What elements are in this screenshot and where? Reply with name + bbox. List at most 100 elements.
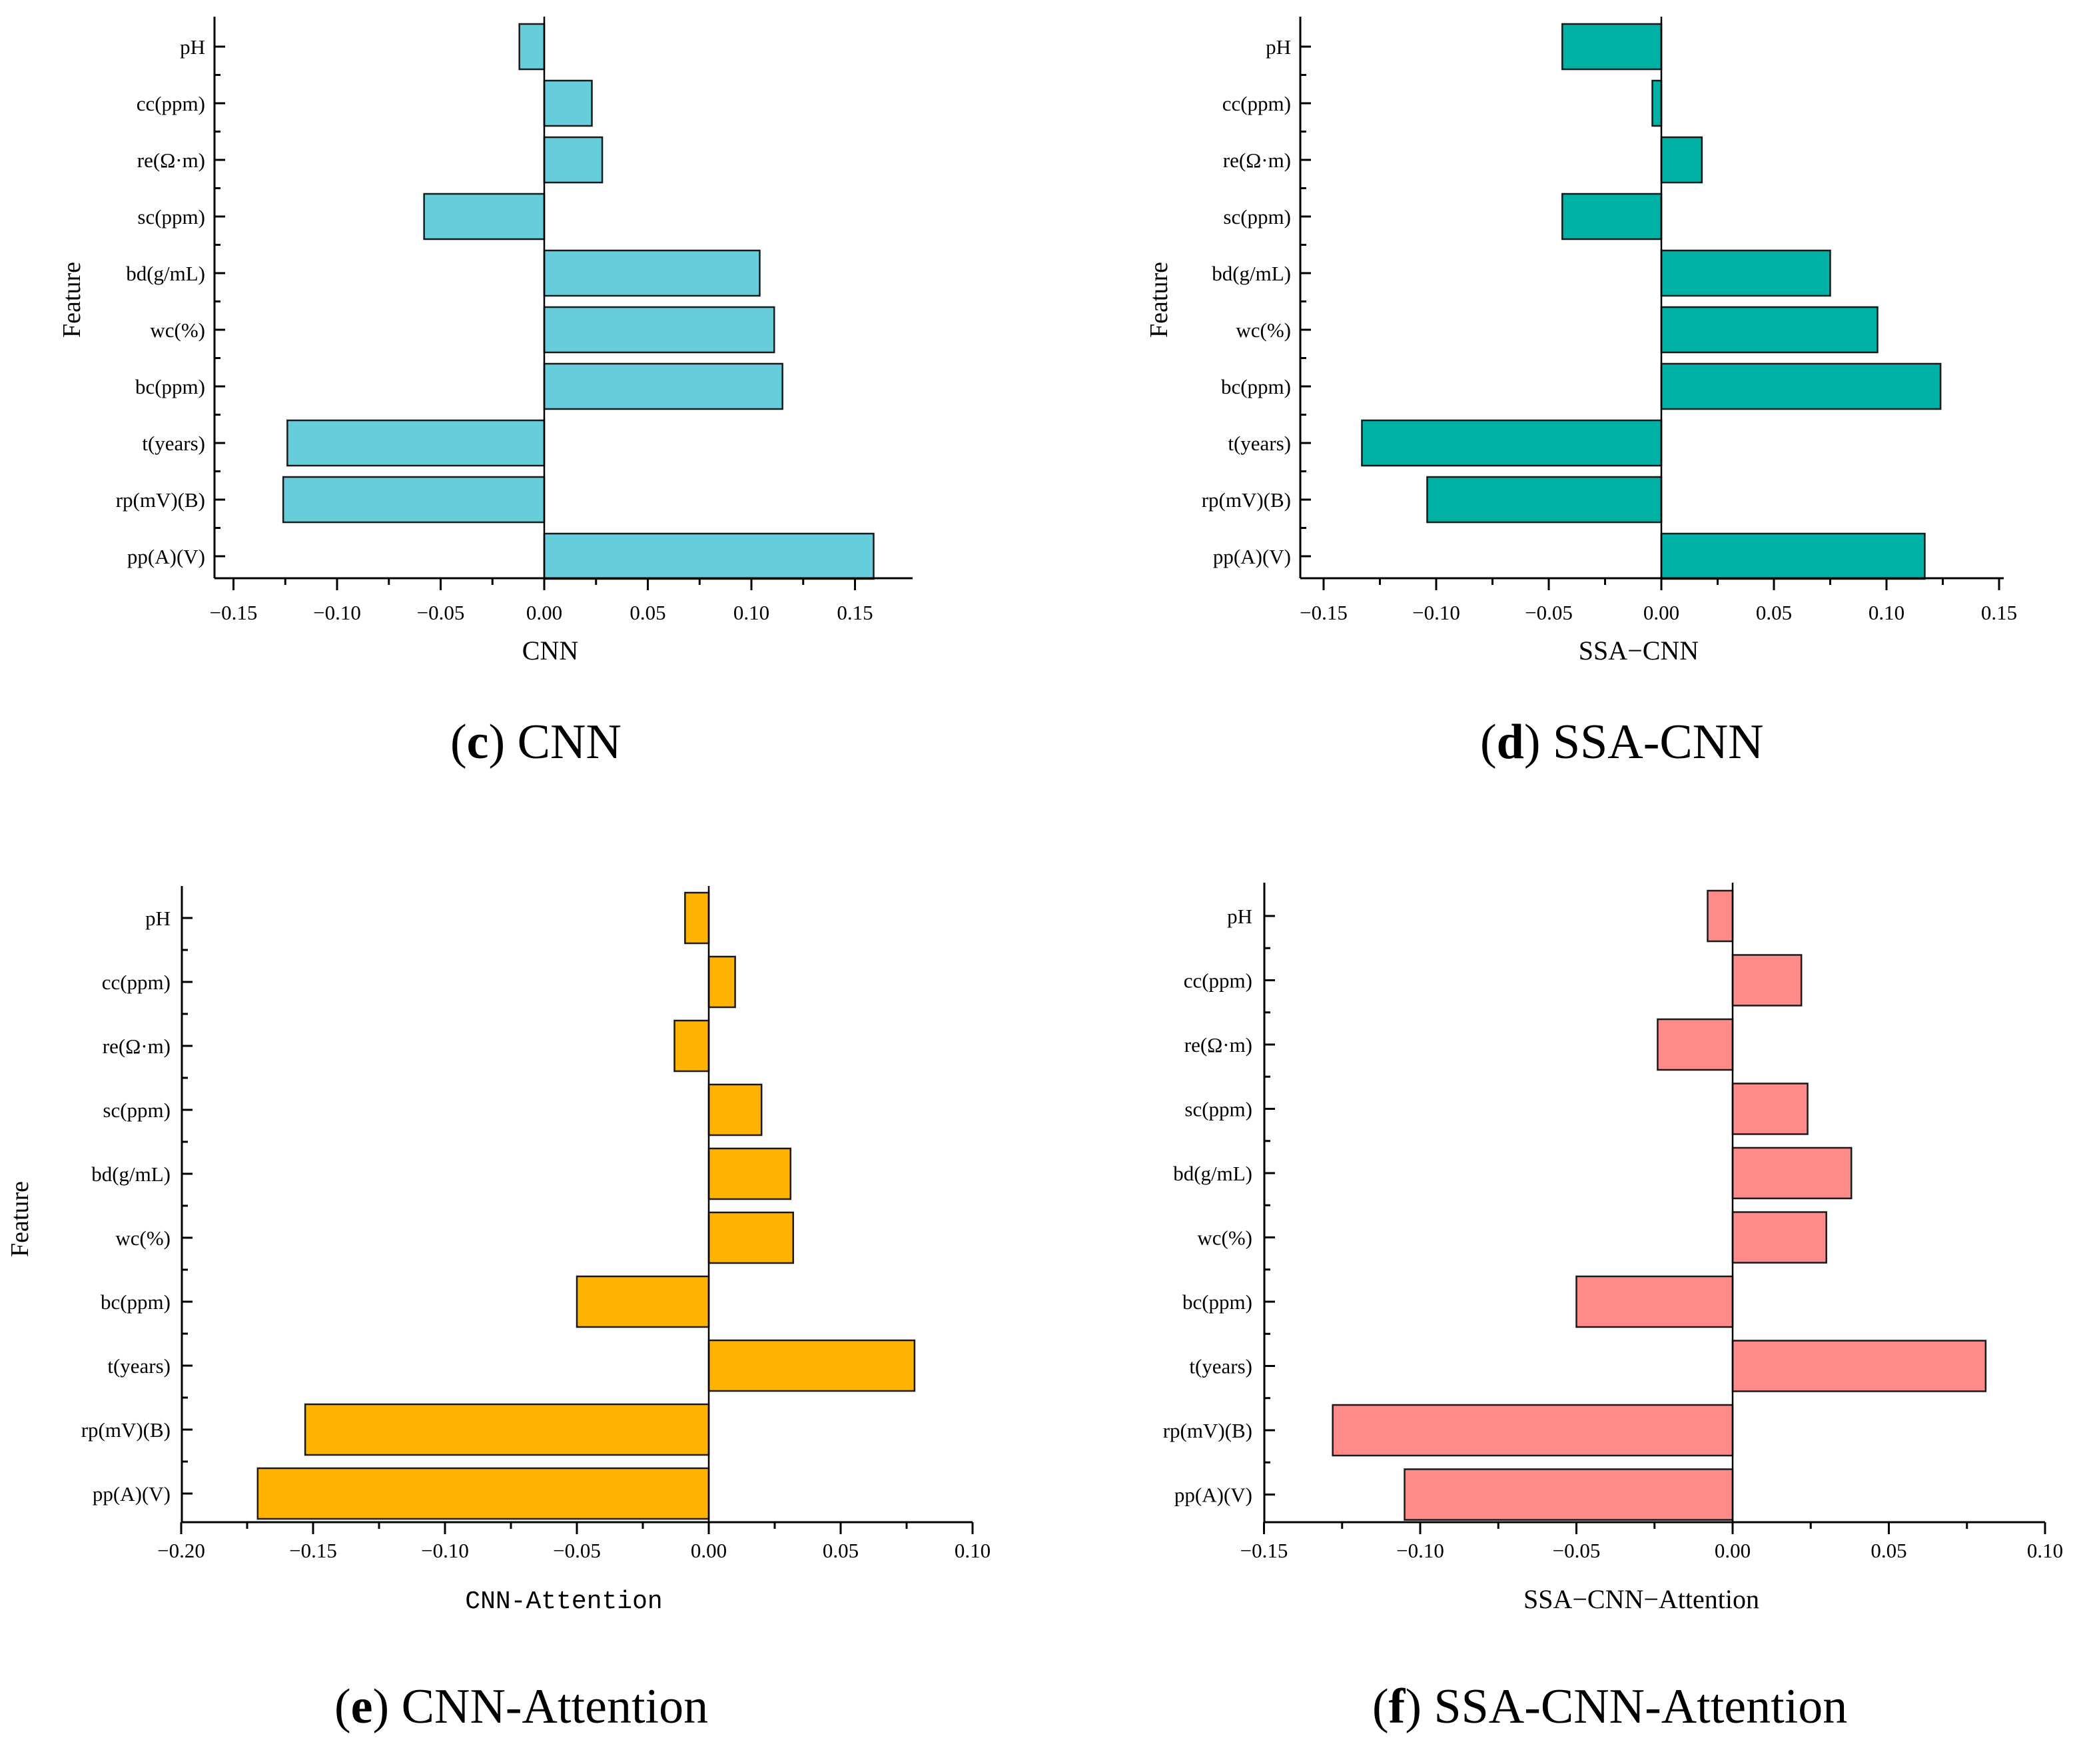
caption-d: (d) SSA-CNN <box>1480 715 1764 769</box>
category-label-e-3: sc(ppm) <box>103 1099 171 1122</box>
category-label-d-4: bd(g/mL) <box>1212 262 1291 285</box>
x-axis-title-f: SSA−CNN−Attention <box>1523 1584 1759 1614</box>
bar-c-6 <box>543 362 783 410</box>
caption-f: (f) SSA-CNN-Attention <box>1372 1679 1848 1734</box>
category-label-f-0: pH <box>1227 905 1252 928</box>
category-label-d-6: bc(ppm) <box>1221 375 1291 398</box>
bar-c-1 <box>543 79 593 127</box>
bar-d-1 <box>1651 79 1663 127</box>
caption-letter-f: f <box>1388 1679 1406 1734</box>
bar-d-4 <box>1660 249 1831 297</box>
category-label-e-7: t(years) <box>107 1354 171 1378</box>
bar-f-5 <box>1731 1211 1827 1264</box>
category-label-c-8: rp(mV)(B) <box>116 488 205 512</box>
chart-panel-d: pH cc(ppm) re(Ω·m) sc(ppm) bd(g/mL) wc(%) bc(p… <box>1145 17 2017 665</box>
y-axis-title-e: Feature <box>6 1181 34 1257</box>
x-tick-label-f-5: 0.10 <box>2027 1539 2063 1562</box>
category-label-c-5: wc(%) <box>150 318 205 342</box>
caption-e: (e) CNN-Attention <box>334 1679 709 1734</box>
caption-title-c: CNN <box>517 715 622 769</box>
bar-c-0 <box>518 23 546 71</box>
x-tick-label-d-0: −0.15 <box>1300 601 1348 624</box>
bar-c-4 <box>543 249 761 297</box>
bar-f-0 <box>1707 889 1734 943</box>
x-tick-label-d-6: 0.15 <box>1981 601 2017 624</box>
category-label-d-1: cc(ppm) <box>1222 92 1291 115</box>
category-label-f-6: bc(ppm) <box>1182 1290 1252 1314</box>
y-axis-title-c: Feature <box>58 262 86 338</box>
chart-panel-f: pH cc(ppm) re(Ω·m) sc(ppm) bd(g/mL) wc(%) bc(p… <box>1163 883 2063 1614</box>
category-label-e-0: pH <box>145 907 171 930</box>
category-label-e-8: rp(mV)(B) <box>81 1418 171 1442</box>
x-tick-label-e-1: −0.15 <box>289 1539 337 1562</box>
chart-panel-c: pH cc(ppm) re(Ω·m) sc(ppm) bd(g/mL) wc(%) bc(p… <box>58 17 913 665</box>
x-tick-label-d-2: −0.05 <box>1525 601 1573 624</box>
bar-f-1 <box>1731 954 1803 1007</box>
category-label-d-9: pp(A)(V) <box>1213 545 1291 568</box>
x-tick-label-e-0: −0.20 <box>157 1539 205 1562</box>
bar-e-3 <box>707 1083 763 1136</box>
chart-panel-e: pH cc(ppm) re(Ω·m) sc(ppm) bd(g/mL) wc(%) bc(p… <box>6 886 991 1616</box>
category-label-c-2: re(Ω·m) <box>137 149 205 172</box>
bar-f-4 <box>1731 1146 1853 1200</box>
x-tick-label-e-2: −0.10 <box>421 1539 469 1562</box>
x-tick-label-c-3: 0.00 <box>526 601 562 624</box>
category-label-f-2: re(Ω·m) <box>1184 1033 1252 1057</box>
bar-e-2 <box>673 1019 710 1073</box>
bar-c-7 <box>286 419 546 467</box>
bar-f-9 <box>1404 1468 1734 1521</box>
bar-e-7 <box>707 1339 916 1392</box>
category-label-e-1: cc(ppm) <box>102 971 171 994</box>
category-label-d-5: wc(%) <box>1236 318 1291 342</box>
x-tick-label-f-2: −0.05 <box>1553 1539 1601 1562</box>
x-tick-label-e-6: 0.10 <box>955 1539 991 1562</box>
bar-d-7 <box>1361 419 1663 467</box>
bar-f-3 <box>1731 1083 1809 1135</box>
x-tick-label-e-3: −0.05 <box>553 1539 601 1562</box>
caption-c: (c) CNN <box>450 715 622 769</box>
bar-d-2 <box>1660 136 1703 184</box>
bar-e-4 <box>707 1147 792 1200</box>
bar-f-6 <box>1575 1275 1734 1328</box>
caption-title-e: CNN-Attention <box>401 1679 709 1734</box>
x-tick-label-e-4: 0.00 <box>691 1539 727 1562</box>
bar-d-9 <box>1660 532 1926 580</box>
bar-c-9 <box>543 532 875 580</box>
bar-c-5 <box>543 306 775 354</box>
x-tick-label-c-5: 0.10 <box>733 601 769 624</box>
category-label-d-0: pH <box>1266 35 1291 59</box>
category-label-c-4: bd(g/mL) <box>126 262 205 285</box>
x-tick-label-f-3: 0.00 <box>1715 1539 1751 1562</box>
bar-f-2 <box>1657 1018 1734 1071</box>
bar-e-1 <box>707 955 736 1009</box>
x-tick-label-e-5: 0.05 <box>823 1539 859 1562</box>
category-label-e-9: pp(A)(V) <box>93 1482 171 1506</box>
x-tick-label-f-4: 0.05 <box>1871 1539 1906 1562</box>
x-tick-label-d-3: 0.00 <box>1643 601 1679 624</box>
bar-f-7 <box>1731 1340 1987 1392</box>
caption-letter-c: c <box>466 715 489 769</box>
x-tick-label-c-4: 0.05 <box>629 601 665 624</box>
category-label-d-7: t(years) <box>1228 432 1291 455</box>
category-label-e-6: bc(ppm) <box>101 1290 171 1314</box>
bar-e-9 <box>256 1467 710 1520</box>
category-label-d-3: sc(ppm) <box>1223 205 1291 228</box>
category-label-f-4: bd(g/mL) <box>1173 1162 1252 1185</box>
category-label-f-3: sc(ppm) <box>1184 1098 1252 1121</box>
caption-letter-e: e <box>350 1679 373 1734</box>
category-label-d-8: rp(mV)(B) <box>1202 488 1291 512</box>
bar-d-3 <box>1561 193 1663 240</box>
category-label-f-9: pp(A)(V) <box>1174 1484 1252 1507</box>
category-label-c-9: pp(A)(V) <box>127 545 205 568</box>
caption-title-d: SSA-CNN <box>1552 715 1764 769</box>
bar-d-5 <box>1660 306 1879 354</box>
category-label-d-2: re(Ω·m) <box>1223 149 1291 172</box>
x-tick-label-d-5: 0.10 <box>1869 601 1904 624</box>
category-label-f-7: t(years) <box>1189 1355 1252 1378</box>
x-tick-label-c-6: 0.15 <box>837 601 873 624</box>
bar-e-0 <box>684 891 710 945</box>
category-label-c-1: cc(ppm) <box>137 92 205 115</box>
bar-d-8 <box>1426 476 1663 524</box>
category-label-f-8: rp(mV)(B) <box>1163 1419 1252 1442</box>
